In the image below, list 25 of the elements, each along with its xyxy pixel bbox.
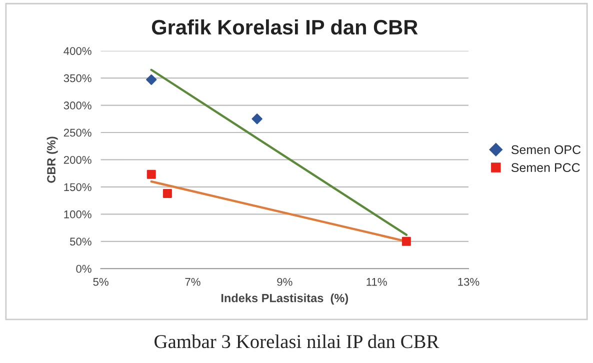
point [146,74,157,85]
y-tick-label: 100% [64,210,92,218]
x-tick-label: 13% [458,278,480,286]
x-tick-label: 11% [366,278,387,286]
y-tick-label: 150% [64,183,92,192]
x-tick-label: 7% [185,278,200,286]
x-axis-title: Indeks PLastisitas (%) [221,294,348,305]
legend-label: Semen PCC [511,163,580,172]
y-axis-title: CBR (%) [46,136,58,183]
y-tick-label: 200% [64,156,92,164]
chart-title: Grafik Korelasi IP dan CBR [152,19,418,35]
point [146,170,156,179]
point [252,114,262,124]
text: Gambar 3 Korelasi nilai IP dan CBR [154,334,440,348]
point [402,236,411,246]
y-tick-label: 250% [64,128,92,137]
legend-label: Semen OPC [511,145,581,154]
x-tick-label: 9% [277,278,292,286]
y-tick-label: 350% [64,74,92,82]
x-tick-label: 5% [93,278,108,286]
y-tick-label: 300% [64,102,92,110]
y-tick-label: 400% [64,47,92,55]
point [162,188,172,198]
y-tick-label: 50% [70,238,92,246]
y-tick-label: 0% [76,264,92,273]
